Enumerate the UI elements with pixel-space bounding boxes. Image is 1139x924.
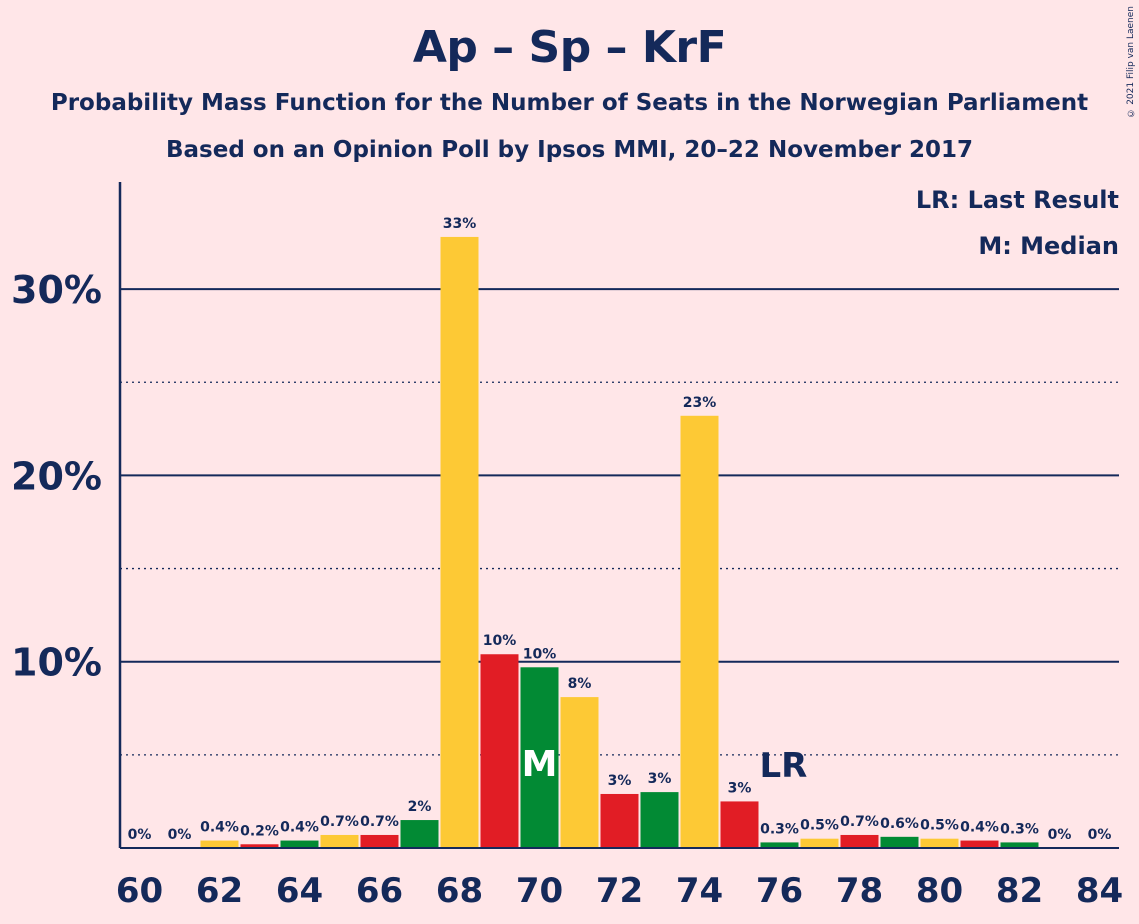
bar-value-label: 0.4% bbox=[280, 820, 319, 836]
x-tick-label: 60 bbox=[116, 871, 163, 911]
bar-seat-68 bbox=[440, 236, 479, 848]
bar-value-label: 0.7% bbox=[320, 814, 359, 830]
bar-value-label: 2% bbox=[408, 799, 432, 815]
bar-seat-74 bbox=[680, 415, 719, 848]
bar-value-label: 23% bbox=[683, 395, 717, 411]
bar-seat-75 bbox=[720, 801, 759, 848]
bar-value-label: 0% bbox=[1088, 827, 1112, 843]
bar-seat-65 bbox=[320, 834, 359, 848]
x-tick-label: 62 bbox=[196, 871, 243, 911]
bar-value-label: 3% bbox=[608, 773, 632, 789]
bar-seat-80 bbox=[920, 838, 959, 848]
bar-seat-73 bbox=[640, 792, 679, 848]
chart-subtitle-1: Probability Mass Function for the Number… bbox=[50, 90, 1089, 116]
bar-value-label: 0.4% bbox=[200, 820, 239, 836]
y-tick-label: 10% bbox=[11, 641, 102, 685]
bar-seat-77 bbox=[800, 838, 839, 848]
bar-value-label: 10% bbox=[523, 646, 557, 662]
bar-value-label: 0% bbox=[1048, 827, 1072, 843]
x-tick-label: 72 bbox=[596, 871, 643, 911]
bar-seat-69 bbox=[480, 654, 519, 848]
bar-seat-78 bbox=[840, 834, 879, 848]
bar-seat-67 bbox=[400, 820, 439, 848]
y-tick-label: 20% bbox=[11, 454, 102, 498]
chart-title: Ap – Sp – KrF bbox=[412, 22, 727, 73]
bar-value-label: 0% bbox=[128, 827, 152, 843]
legend-median: M: Median bbox=[978, 232, 1119, 260]
last-result-marker: LR bbox=[760, 746, 808, 786]
bar-value-label: 3% bbox=[728, 780, 752, 796]
x-tick-label: 64 bbox=[276, 871, 323, 911]
x-tick-label: 76 bbox=[756, 871, 803, 911]
bar-seat-62 bbox=[200, 840, 239, 848]
x-tick-label: 68 bbox=[436, 871, 483, 911]
bar-value-label: 0.3% bbox=[760, 821, 799, 837]
bar-seat-63 bbox=[240, 844, 279, 848]
x-tick-label: 84 bbox=[1076, 871, 1123, 911]
x-tick-label: 82 bbox=[996, 871, 1043, 911]
bar-value-label: 3% bbox=[648, 771, 672, 787]
bar-value-label: 8% bbox=[568, 676, 592, 692]
bar-value-label: 0% bbox=[168, 827, 192, 843]
bar-seat-66 bbox=[360, 834, 399, 848]
chart-subtitle-2: Based on an Opinion Poll by Ipsos MMI, 2… bbox=[166, 137, 973, 163]
x-tick-label: 80 bbox=[916, 871, 963, 911]
bar-value-label: 0.4% bbox=[960, 820, 999, 836]
bar-value-label: 0.5% bbox=[920, 818, 959, 834]
bar-value-label: 0.5% bbox=[800, 818, 839, 834]
y-tick-label: 30% bbox=[11, 268, 102, 312]
bar-seat-70 bbox=[520, 667, 559, 848]
bar-seat-71 bbox=[560, 697, 599, 848]
x-tick-label: 78 bbox=[836, 871, 883, 911]
x-tick-label: 70 bbox=[516, 871, 563, 911]
bar-value-label: 33% bbox=[443, 216, 477, 232]
bar-seat-64 bbox=[280, 840, 319, 848]
bar-value-label: 0.7% bbox=[840, 814, 879, 830]
bar-seat-81 bbox=[960, 840, 999, 848]
bar-value-label: 0.3% bbox=[1000, 821, 1039, 837]
x-tick-label: 74 bbox=[676, 871, 723, 911]
x-tick-label: 66 bbox=[356, 871, 403, 911]
bar-value-label: 0.2% bbox=[240, 823, 279, 839]
bar-seat-76 bbox=[760, 842, 799, 848]
bar-value-label: 10% bbox=[483, 633, 517, 649]
bar-value-label: 0.7% bbox=[360, 814, 399, 830]
legend-last-result: LR: Last Result bbox=[915, 186, 1119, 214]
median-marker: M bbox=[522, 744, 558, 785]
bar-seat-79 bbox=[880, 836, 919, 848]
bar-seat-82 bbox=[1000, 842, 1039, 848]
bar-seat-72 bbox=[600, 793, 639, 848]
bar-value-label: 0.6% bbox=[880, 816, 919, 832]
